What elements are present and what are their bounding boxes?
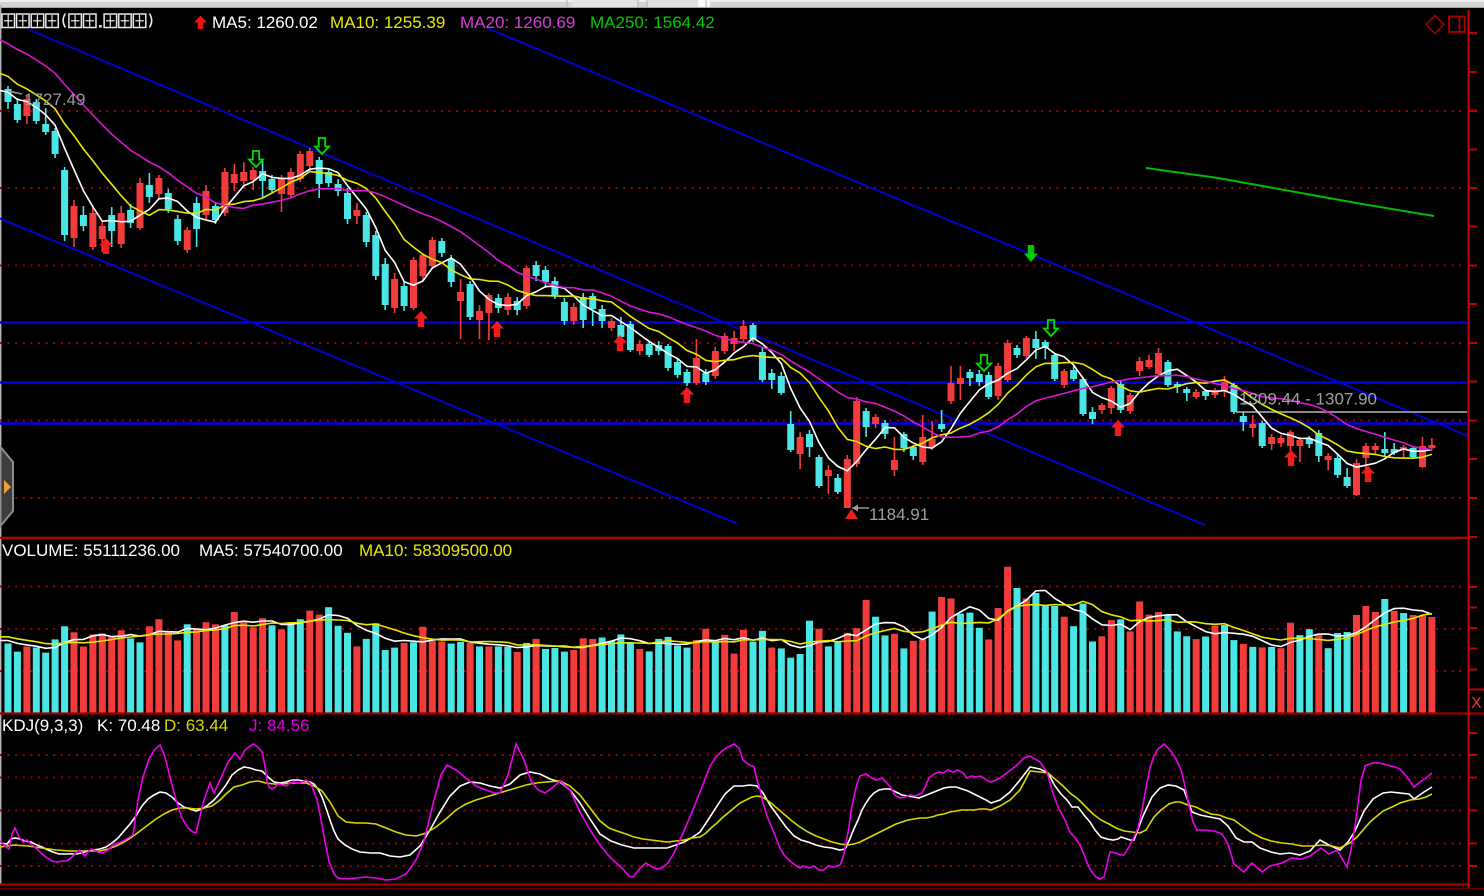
svg-text:MA20: 1260.69: MA20: 1260.69: [460, 13, 575, 32]
svg-text:D: 63.44: D: 63.44: [164, 716, 228, 735]
svg-text:KDJ(9,3,3): KDJ(9,3,3): [2, 716, 83, 735]
svg-text:1309.44 - 1307.90: 1309.44 - 1307.90: [1239, 390, 1377, 409]
svg-text:1727.49: 1727.49: [24, 90, 85, 109]
svg-text:X: X: [1471, 695, 1482, 712]
svg-text:MA5: 1260.02: MA5: 1260.02: [212, 13, 318, 32]
svg-text:MA5: 57540700.00: MA5: 57540700.00: [199, 541, 343, 560]
svg-text:MA250: 1564.42: MA250: 1564.42: [590, 13, 715, 32]
svg-text:MA10: 1255.39: MA10: 1255.39: [330, 13, 445, 32]
svg-text:1184.91: 1184.91: [869, 505, 929, 524]
svg-text:MA10: 58309500.00: MA10: 58309500.00: [359, 541, 512, 560]
svg-text:VOLUME: 55111236.00: VOLUME: 55111236.00: [2, 541, 180, 560]
svg-text:J: 84.56: J: 84.56: [249, 716, 310, 735]
svg-text:K: 70.48: K: 70.48: [97, 716, 160, 735]
